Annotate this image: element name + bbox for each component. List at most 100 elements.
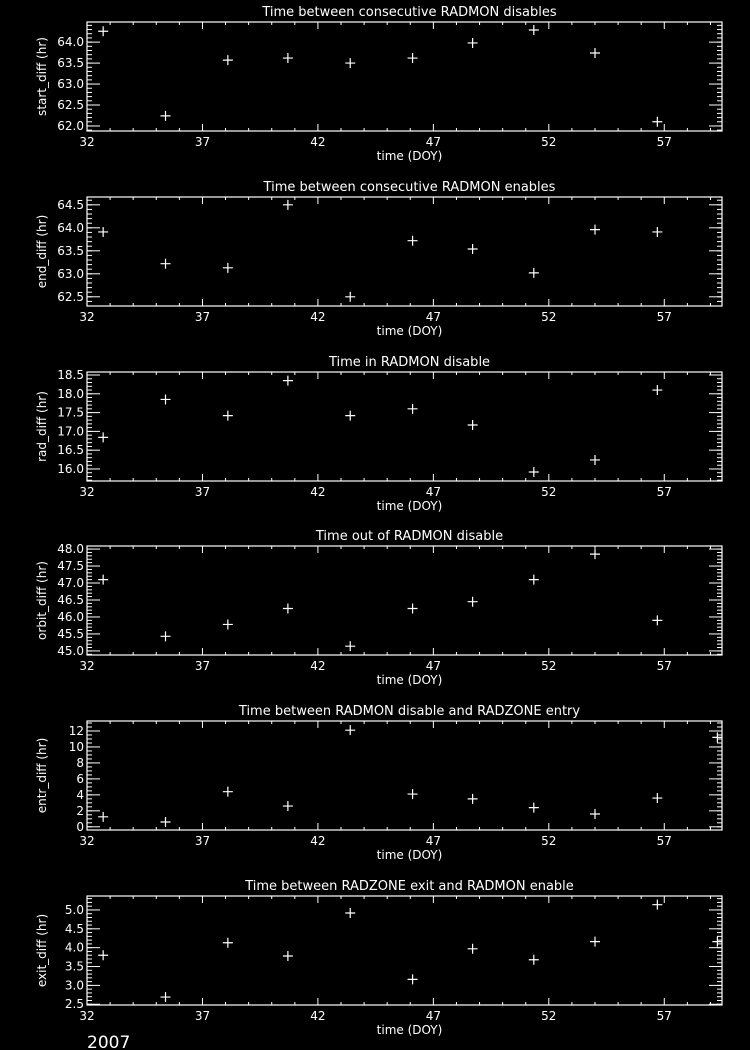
data-point: [222, 55, 233, 66]
data-point: [222, 410, 233, 421]
data-point: [652, 899, 663, 910]
data-point: [590, 48, 600, 59]
data-point: [282, 950, 293, 961]
y-tick-label: 12: [69, 724, 84, 738]
data-point: [528, 267, 539, 278]
data-point: [345, 410, 356, 421]
x-tick-label: 52: [541, 834, 556, 848]
data-point: [467, 793, 478, 804]
data-point: [528, 24, 539, 35]
x-tick-label: 42: [310, 834, 325, 848]
x-tick-label: 37: [195, 485, 210, 499]
y-tick-label: 17.5: [57, 406, 84, 420]
x-axis-label: time (DOY): [377, 673, 443, 687]
x-tick-label: 52: [541, 485, 556, 499]
y-tick-label: 63.0: [57, 267, 84, 281]
y-tick-label: 4.0: [65, 941, 84, 955]
data-point: [590, 549, 600, 560]
y-axis-label: end_diff (hr): [35, 215, 49, 289]
data-point: [467, 596, 478, 607]
x-tick-label: 47: [426, 1009, 441, 1023]
chart-panel: Time in RADMON disable 32 37 42 47 52 57 time (…: [35, 355, 723, 513]
x-tick-label: 37: [195, 310, 210, 324]
data-point: [407, 789, 418, 800]
y-tick-label: 63.5: [57, 244, 84, 258]
data-point: [467, 419, 478, 430]
plot-frame: [86, 196, 723, 307]
y-tick-label: 18.5: [57, 368, 84, 382]
y-tick-label: 2: [76, 804, 84, 818]
x-tick-label: 52: [541, 310, 556, 324]
data-point: [98, 950, 109, 961]
x-tick-label: 37: [195, 659, 210, 673]
x-tick-label: 57: [657, 834, 672, 848]
y-tick-label: 46.5: [57, 593, 84, 607]
plot-frame: [86, 895, 723, 1006]
data-point: [528, 574, 539, 585]
y-axis-label: orbit_diff (hr): [35, 561, 49, 640]
data-point: [345, 641, 356, 652]
y-tick-label: 16.0: [57, 462, 84, 476]
data-point: [345, 58, 356, 69]
data-point: [160, 817, 171, 828]
data-point: [407, 974, 418, 985]
data-point: [98, 26, 109, 37]
x-tick-label: 52: [541, 135, 556, 149]
data-point: [160, 110, 171, 121]
x-tick-label: 52: [541, 1009, 556, 1023]
data-point: [160, 992, 171, 1003]
y-tick-label: 17.0: [57, 424, 84, 438]
x-tick-label: 57: [657, 485, 672, 499]
x-tick-label: 47: [426, 310, 441, 324]
y-tick-label: 45.0: [57, 644, 84, 658]
chart-title: Time out of RADMON disable: [315, 529, 503, 544]
y-tick-label: 3.5: [65, 960, 84, 974]
x-tick-label: 47: [426, 485, 441, 499]
y-tick-label: 63.5: [57, 56, 84, 70]
data-point: [407, 53, 418, 64]
data-point: [222, 786, 233, 797]
y-tick-label: 2.5: [65, 997, 84, 1011]
x-axis-label: time (DOY): [377, 324, 443, 338]
data-point: [467, 243, 478, 254]
data-point: [345, 725, 356, 736]
x-tick-label: 57: [657, 135, 672, 149]
data-point: [652, 116, 663, 127]
data-point: [590, 224, 600, 235]
x-tick-label: 52: [541, 659, 556, 673]
data-point: [407, 235, 418, 246]
y-tick-label: 64.0: [57, 221, 84, 235]
y-tick-label: 48.0: [57, 542, 84, 556]
y-tick-label: 16.5: [57, 443, 84, 457]
x-tick-label: 42: [310, 485, 325, 499]
y-tick-label: 46.0: [57, 610, 84, 624]
chart-title: Time between consecutive RADMON enables: [263, 180, 556, 195]
data-point: [528, 802, 539, 813]
data-point: [282, 53, 293, 64]
data-point: [712, 732, 723, 743]
data-point: [98, 226, 109, 237]
y-axis-label: entr_diff (hr): [35, 738, 49, 814]
data-point: [98, 574, 109, 585]
x-tick-label: 37: [195, 1009, 210, 1023]
data-point: [528, 466, 539, 477]
x-tick-label: 37: [195, 834, 210, 848]
data-point: [98, 432, 109, 443]
chart-panel: Time between RADMON disable and RADZONE …: [35, 704, 723, 862]
data-point: [528, 954, 539, 965]
plot-frame: [86, 21, 723, 132]
x-axis-label: time (DOY): [377, 1023, 443, 1037]
data-point: [407, 603, 418, 614]
x-tick-label: 42: [310, 135, 325, 149]
y-tick-label: 62.5: [57, 98, 84, 112]
data-point: [222, 619, 233, 630]
x-axis-label: time (DOY): [377, 848, 443, 862]
x-tick-label: 32: [79, 834, 94, 848]
chart-title: Time between RADZONE exit and RADMON ena…: [244, 879, 574, 894]
data-point: [407, 403, 418, 414]
plot-frame: [86, 720, 723, 831]
y-tick-label: 0: [76, 820, 84, 834]
data-point: [160, 258, 171, 269]
y-tick-label: 47.0: [57, 576, 84, 590]
data-point: [160, 631, 171, 642]
